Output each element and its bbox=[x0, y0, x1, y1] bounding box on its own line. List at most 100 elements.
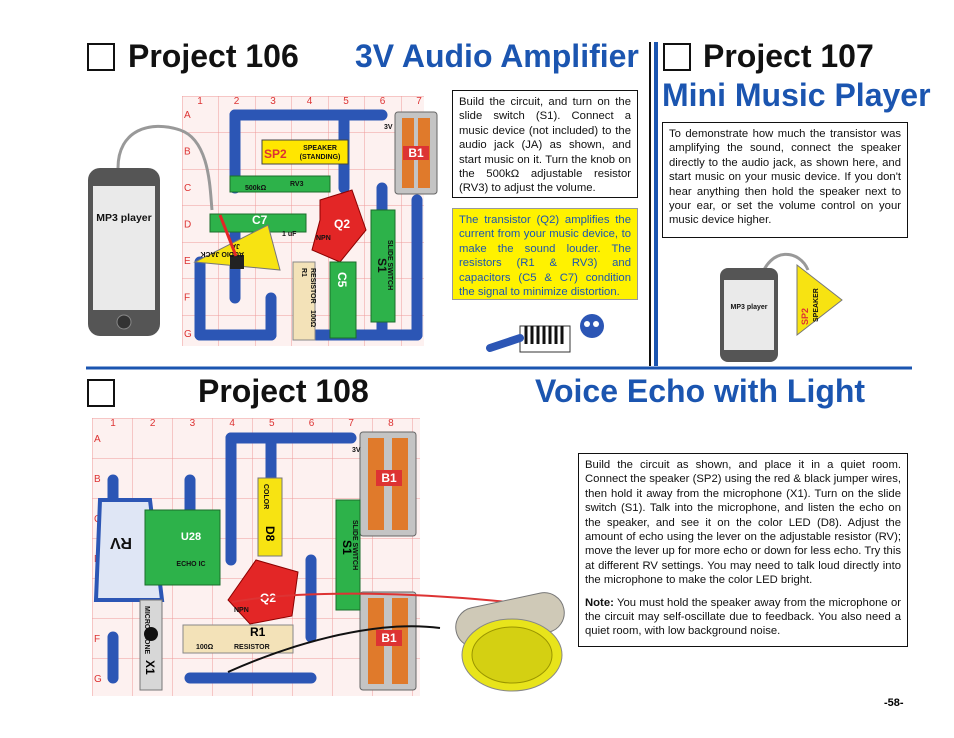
transistor bbox=[227, 559, 299, 625]
page-number: -58- bbox=[884, 697, 904, 709]
label: JA bbox=[231, 242, 240, 249]
label: 1 uF bbox=[282, 231, 297, 238]
project-title: Mini Music Player bbox=[662, 77, 931, 113]
speaker-art bbox=[455, 592, 565, 692]
instructions-box: Build the circuit as shown, and place it… bbox=[578, 453, 908, 647]
label: B1 bbox=[381, 631, 397, 645]
row-label: G bbox=[184, 329, 192, 340]
switch bbox=[370, 209, 396, 323]
label: RV bbox=[110, 534, 132, 551]
label: ECHO IC bbox=[176, 561, 205, 568]
potentiometer bbox=[229, 175, 331, 193]
checkbox[interactable] bbox=[87, 379, 115, 407]
arrow bbox=[218, 214, 238, 257]
column-label: 5 bbox=[343, 96, 349, 107]
row-label: B bbox=[184, 147, 191, 158]
label: B1 bbox=[408, 146, 424, 160]
row-label: E bbox=[184, 256, 191, 267]
label: S1 bbox=[375, 258, 389, 273]
ic bbox=[144, 509, 221, 586]
column-label: 6 bbox=[309, 418, 315, 429]
checkbox[interactable] bbox=[663, 43, 691, 71]
row-label: C bbox=[184, 183, 191, 194]
label: NPN bbox=[316, 235, 331, 242]
label: R1 bbox=[300, 268, 307, 277]
instructions: Build the circuit, and turn on the slide… bbox=[452, 90, 638, 198]
project-title: 3V Audio Amplifier bbox=[355, 38, 639, 74]
label: 3V bbox=[352, 447, 361, 454]
label: NPN bbox=[234, 607, 249, 614]
row-label: F bbox=[94, 634, 100, 645]
instructions: To demonstrate how much the transistor w… bbox=[662, 122, 908, 238]
label: MICROPHONE bbox=[143, 606, 150, 655]
project-number: Project 108 bbox=[198, 373, 369, 409]
label: 100Ω bbox=[309, 310, 316, 328]
checkbox[interactable] bbox=[87, 43, 115, 71]
led bbox=[257, 477, 283, 557]
label: SLIDE SWITCH bbox=[386, 240, 393, 290]
resistor bbox=[292, 261, 316, 341]
column-label: 7 bbox=[348, 418, 354, 429]
label: U28 bbox=[181, 531, 201, 543]
column-label: 2 bbox=[150, 418, 156, 429]
note-text: You must hold the speaker away from the … bbox=[585, 596, 901, 638]
label: SP2 bbox=[800, 308, 810, 325]
device-label: MP3 player bbox=[731, 304, 768, 311]
label: C5 bbox=[335, 272, 349, 288]
label: SP2 bbox=[264, 147, 287, 161]
label: X1 bbox=[143, 660, 157, 675]
grid-labels: 1 2 3 4 5 6 7 A B C D E F G bbox=[184, 96, 422, 340]
snap-wires bbox=[107, 432, 357, 684]
keyboard-art bbox=[486, 314, 604, 353]
label: AUDIO JACK bbox=[200, 250, 244, 257]
speaker bbox=[261, 139, 349, 165]
label: 3V bbox=[384, 124, 393, 131]
resistor bbox=[182, 624, 294, 654]
column-label: 1 bbox=[197, 96, 203, 107]
microphone bbox=[139, 599, 163, 691]
label: SPEAKER bbox=[813, 288, 820, 322]
instructions: Build the circuit as shown, and place it… bbox=[585, 459, 901, 587]
column-label: 7 bbox=[416, 96, 422, 107]
row-label: A bbox=[184, 110, 191, 121]
column-label: 8 bbox=[388, 418, 394, 429]
column-label: 4 bbox=[229, 418, 235, 429]
column-label: 3 bbox=[190, 418, 196, 429]
note: Note: You must hold the speaker away fro… bbox=[585, 596, 901, 639]
capacitor bbox=[329, 261, 357, 339]
project-title: Voice Echo with Light bbox=[535, 373, 865, 409]
column-label: 6 bbox=[380, 96, 386, 107]
column-label: 1 bbox=[110, 418, 116, 429]
label: SLIDE SWITCH bbox=[351, 520, 358, 570]
label: (STANDING) bbox=[300, 154, 341, 161]
label: B1 bbox=[381, 471, 397, 485]
row-label: B bbox=[94, 474, 101, 485]
row-label: G bbox=[94, 674, 102, 685]
callout: The transistor (Q2) amplifies the curren… bbox=[452, 208, 638, 300]
label: Q2 bbox=[334, 217, 350, 231]
label: R1 bbox=[250, 625, 266, 639]
switch bbox=[335, 499, 361, 611]
row-label: D bbox=[184, 220, 191, 231]
speaker bbox=[796, 263, 843, 337]
cable bbox=[116, 124, 214, 211]
project-number: Project 107 bbox=[703, 38, 874, 74]
label: C7 bbox=[252, 213, 268, 227]
label: RV3 bbox=[290, 181, 304, 188]
column-label: 4 bbox=[307, 96, 313, 107]
device-label: MP3 player bbox=[96, 212, 151, 224]
column-label: 3 bbox=[270, 96, 276, 107]
label: D8 bbox=[263, 526, 277, 542]
row-label: F bbox=[184, 293, 190, 304]
label: SPEAKER bbox=[303, 145, 337, 152]
label: RESISTOR bbox=[309, 268, 316, 304]
column-label: 5 bbox=[269, 418, 275, 429]
jumper-wire bbox=[227, 625, 441, 673]
battery-tag bbox=[403, 146, 429, 160]
label: 100Ω bbox=[196, 644, 214, 651]
note-label: Note: bbox=[585, 596, 614, 609]
column-label: 2 bbox=[234, 96, 240, 107]
label: S1 bbox=[340, 540, 354, 555]
